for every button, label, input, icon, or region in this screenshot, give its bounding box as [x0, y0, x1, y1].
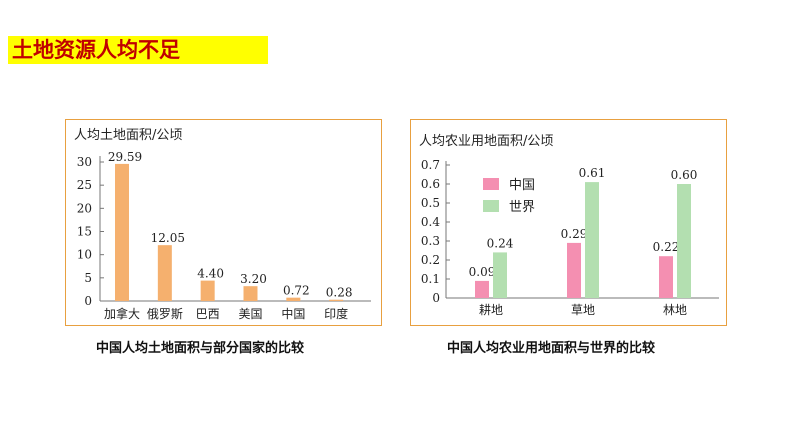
bar-世界-1: [493, 252, 507, 298]
data-label: 12.05: [151, 231, 185, 245]
legend-label: 中国: [509, 178, 535, 193]
y-tick-label: 0.1: [421, 272, 440, 286]
x-tick-label: 印度: [324, 306, 348, 321]
chart-panel-land-per-capita: 人均土地面积/公顷 0 5 10 15 20 25 30 29.59 加拿大 12.05 俄罗斯 4.4…: [65, 119, 382, 326]
data-label: 0.72: [283, 284, 310, 298]
bar-1: [115, 163, 129, 301]
y-axis-label: 人均农业用地面积/公顷: [419, 134, 553, 149]
x-tick-label: 草地: [571, 303, 595, 317]
y-tick-label: 20: [77, 201, 92, 215]
bar-3: [200, 280, 215, 301]
y-tick-label: 0.3: [421, 234, 440, 248]
y-tick-label: 5: [84, 271, 92, 285]
x-tick-label: 俄罗斯: [147, 307, 183, 321]
x-tick-label: 中国: [281, 306, 305, 321]
data-label: 0.22: [653, 240, 680, 254]
y-tick-label: 30: [77, 155, 92, 169]
bar-4: [243, 286, 258, 301]
data-label: 0.28: [326, 286, 353, 300]
chart-land-per-capita: 人均土地面积/公顷 0 5 10 15 20 25 30 29.59 加拿大 12.05 俄罗斯 4.4…: [74, 128, 371, 321]
bar-中国-1: [475, 280, 489, 298]
legend-label: 世界: [509, 200, 535, 215]
y-tick-label: 25: [77, 178, 92, 192]
title-banner: 土地资源人均不足: [8, 36, 268, 64]
data-label: 0.24: [487, 236, 514, 250]
chart-panel-agri-land-per-capita: 人均农业用地面积/公顷 0 0.1 0.2 0.3 0.4 0.5 0.6 0.7 中国世界 0.0…: [410, 119, 727, 326]
y-axis-label: 人均土地面积/公顷: [74, 128, 182, 143]
x-tick-label: 林地: [663, 303, 687, 317]
data-label: 4.40: [197, 267, 224, 281]
bar-6: [329, 299, 344, 301]
bar-世界-3: [677, 184, 691, 298]
x-tick-label: 巴西: [196, 307, 220, 321]
caption-right: 中国人均农业用地面积与世界的比较: [447, 341, 656, 356]
data-label: 29.59: [108, 150, 142, 164]
x-tick-label: 加拿大: [104, 306, 140, 321]
legend-swatch-1: [483, 178, 499, 190]
page-title: 土地资源人均不足: [12, 38, 180, 62]
y-tick-label: 0: [432, 291, 440, 305]
y-tick-label: 0.5: [421, 196, 440, 210]
bar-中国-3: [659, 256, 673, 298]
x-tick-label: 美国: [238, 307, 262, 321]
y-tick-label: 0.2: [421, 253, 440, 267]
y-tick-label: 0.7: [421, 158, 440, 172]
bar-中国-2: [567, 242, 581, 298]
legend-swatch-2: [483, 200, 499, 212]
bar-5: [286, 297, 301, 301]
data-label: 0.29: [561, 227, 588, 241]
bar-2: [157, 245, 172, 301]
bar-世界-2: [585, 182, 599, 298]
y-tick-label: 0: [84, 294, 92, 308]
y-tick-label: 15: [77, 225, 92, 239]
y-tick-label: 10: [77, 248, 92, 262]
y-tick-label: 0.4: [421, 215, 440, 229]
y-tick-label: 0.6: [421, 177, 440, 191]
data-label: 3.20: [240, 272, 267, 286]
data-label: 0.61: [579, 166, 606, 180]
data-label: 0.09: [469, 265, 496, 279]
data-label: 0.60: [671, 168, 698, 182]
caption-left: 中国人均土地面积与部分国家的比较: [96, 341, 305, 356]
x-tick-label: 耕地: [479, 302, 503, 317]
